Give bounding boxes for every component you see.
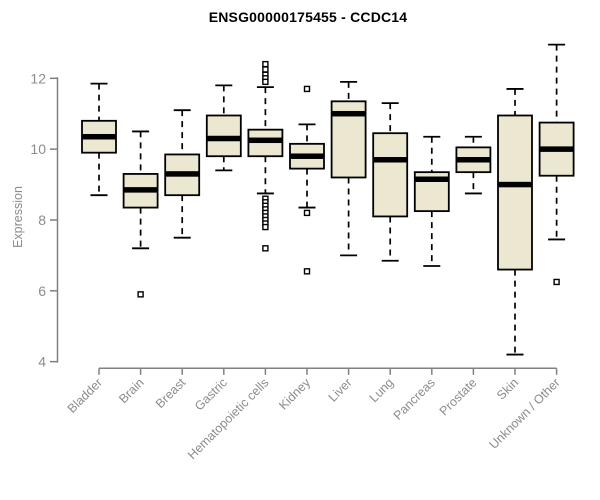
boxplot-unknown-other bbox=[538, 43, 575, 286]
x-tick-label-liver: Liver bbox=[326, 376, 355, 405]
median-line bbox=[331, 110, 366, 117]
outlier-point bbox=[137, 291, 144, 298]
iqr-box bbox=[497, 114, 533, 271]
boxplot-prostate bbox=[455, 135, 492, 195]
outlier-point bbox=[553, 278, 560, 286]
outlier-point bbox=[303, 209, 311, 217]
y-tick-label: 12 bbox=[30, 70, 46, 86]
boxplot-brain bbox=[122, 130, 159, 298]
boxplot-hematopoietic-cells bbox=[247, 60, 284, 252]
median-line bbox=[498, 181, 532, 188]
y-tick-label: 8 bbox=[38, 212, 46, 228]
x-axis bbox=[98, 367, 558, 375]
x-tick-label-unknown-other: Unknown / Other bbox=[486, 376, 562, 452]
x-tick-label-kidney: Kidney bbox=[276, 375, 313, 412]
y-tick-labels: 4 6 8 10 12 bbox=[30, 70, 46, 369]
median-line bbox=[290, 153, 324, 159]
outlier-point bbox=[303, 268, 311, 275]
x-tick-label-bladder: Bladder bbox=[65, 376, 105, 416]
chart-title: ENSG00000175455 - CCDC14 bbox=[208, 9, 408, 25]
x-tick-label-breast: Breast bbox=[153, 375, 189, 411]
boxplot-lung bbox=[372, 102, 409, 262]
boxplot-bladder bbox=[81, 82, 117, 197]
outlier-point bbox=[262, 60, 269, 68]
boxplot-gastric bbox=[205, 84, 242, 172]
median-line bbox=[248, 137, 283, 144]
outlier-point bbox=[303, 85, 311, 93]
x-tick-label-gastric: Gastric bbox=[192, 376, 230, 414]
outlier-point bbox=[262, 66, 269, 73]
median-line bbox=[456, 157, 491, 163]
x-tick-label-prostate: Prostate bbox=[437, 375, 480, 418]
x-tick-label-skin: Skin bbox=[494, 375, 521, 402]
median-line bbox=[373, 157, 408, 163]
boxplot-liver bbox=[330, 80, 367, 257]
median-line bbox=[414, 176, 449, 182]
median-line bbox=[165, 171, 200, 177]
median-line bbox=[539, 146, 574, 152]
median-line bbox=[82, 133, 116, 140]
y-axis bbox=[50, 77, 59, 363]
boxplot-pancreas bbox=[413, 135, 450, 267]
boxplot-breast bbox=[164, 109, 201, 239]
y-tick-label: 6 bbox=[38, 283, 46, 299]
x-tick-label-hematopoietic-cells: Hematopoietic cells bbox=[185, 376, 272, 463]
x-tick-label-lung: Lung bbox=[367, 375, 397, 405]
boxplot-skin bbox=[497, 88, 533, 356]
median-line bbox=[206, 135, 241, 142]
x-tick-label-brain: Brain bbox=[116, 375, 147, 406]
iqr-box bbox=[372, 132, 409, 218]
y-tick-label: 10 bbox=[30, 141, 46, 157]
outlier-point bbox=[262, 223, 269, 231]
x-tick-label-pancreas: Pancreas bbox=[391, 376, 438, 423]
outlier-point bbox=[262, 78, 269, 86]
median-line bbox=[123, 187, 158, 193]
y-tick-label: 4 bbox=[38, 354, 46, 370]
outlier-point bbox=[262, 245, 269, 252]
boxplot-kidney bbox=[289, 85, 325, 275]
